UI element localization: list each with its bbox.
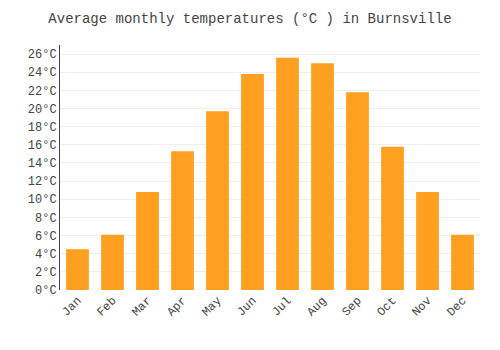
svg-text:Jul: Jul	[269, 294, 294, 319]
svg-text:14°C: 14°C	[28, 157, 57, 171]
svg-text:26°C: 26°C	[28, 48, 57, 62]
svg-text:Dec: Dec	[444, 294, 469, 319]
svg-text:Jan: Jan	[59, 294, 84, 319]
svg-text:May: May	[199, 294, 224, 319]
svg-text:8°C: 8°C	[35, 212, 57, 226]
svg-text:Sep: Sep	[339, 294, 364, 319]
svg-text:22°C: 22°C	[28, 85, 57, 99]
svg-text:10°C: 10°C	[28, 193, 57, 207]
svg-text:Aug: Aug	[304, 294, 329, 319]
svg-text:6°C: 6°C	[35, 230, 57, 244]
svg-text:24°C: 24°C	[28, 66, 57, 80]
svg-text:20°C: 20°C	[28, 103, 57, 117]
svg-text:2°C: 2°C	[35, 266, 57, 280]
svg-text:0°C: 0°C	[35, 284, 57, 298]
svg-text:16°C: 16°C	[28, 139, 57, 153]
svg-text:Apr: Apr	[164, 294, 189, 319]
svg-text:12°C: 12°C	[28, 175, 57, 189]
svg-text:Oct: Oct	[374, 294, 399, 319]
svg-text:18°C: 18°C	[28, 121, 57, 135]
svg-text:Jun: Jun	[234, 294, 259, 319]
svg-text:Feb: Feb	[94, 294, 119, 319]
svg-text:Mar: Mar	[129, 294, 154, 319]
svg-text:4°C: 4°C	[35, 248, 57, 262]
svg-text:Nov: Nov	[409, 294, 434, 319]
svg-text:Average monthly temperatures (: Average monthly temperatures (°C ) in Bu…	[48, 11, 451, 27]
